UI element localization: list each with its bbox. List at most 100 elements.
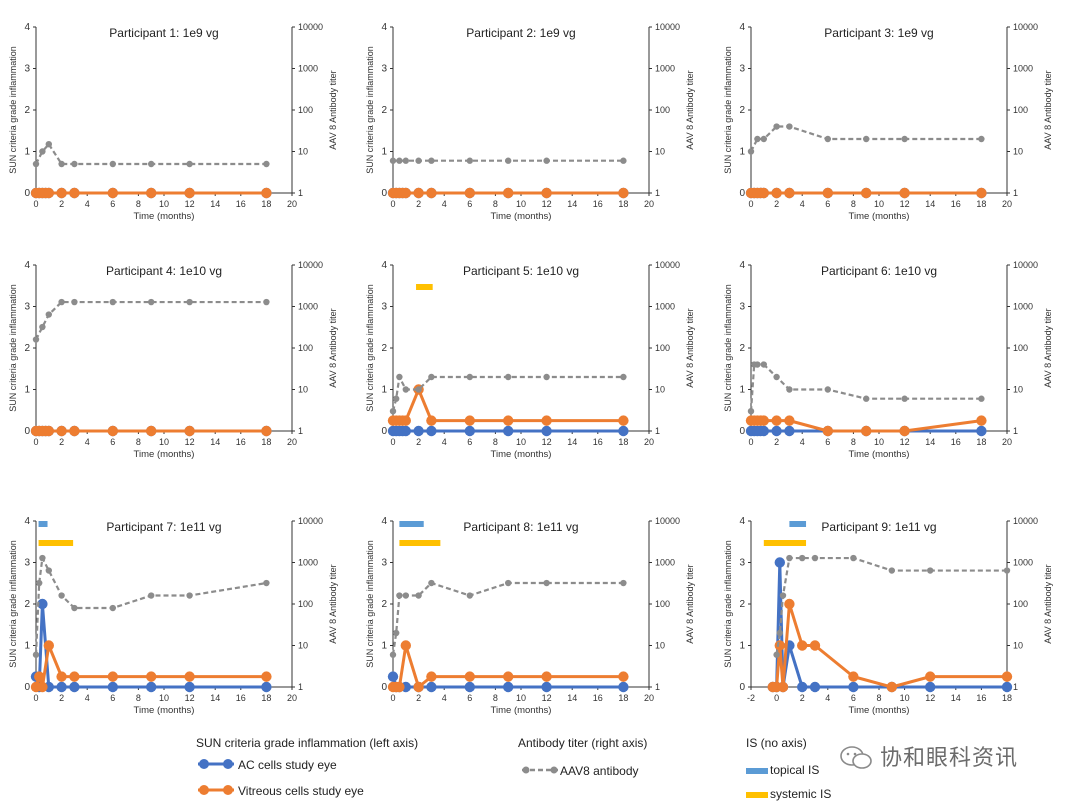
right-tick-label: 10: [655, 147, 665, 157]
data-point: [45, 140, 52, 148]
left-tick-label: 3: [24, 558, 30, 569]
left-tick-label: 4: [381, 22, 387, 33]
legend: SUN criteria grade inflammation (left ax…: [0, 728, 1080, 806]
right-axis-label: AAV 8 Antibody titer: [328, 70, 338, 149]
vitreous-series: [387, 384, 629, 426]
x-tick-label: 0: [33, 693, 38, 703]
x-tick-label: 6: [110, 693, 115, 703]
x-tick-label: 12: [185, 437, 195, 447]
x-tick-label: 4: [85, 437, 90, 447]
data-point: [888, 567, 895, 574]
legend-antibody-swatch: [522, 766, 558, 774]
data-point: [771, 187, 782, 199]
data-point: [786, 554, 793, 562]
data-point: [43, 425, 54, 437]
data-point: [400, 425, 411, 437]
x-tick-label: 16: [236, 693, 246, 703]
x-tick-label: 8: [136, 693, 141, 703]
antibody-series: [32, 140, 270, 168]
data-point: [541, 425, 552, 437]
right-tick-label: 1000: [655, 302, 675, 312]
data-point: [184, 425, 195, 437]
data-point: [69, 425, 80, 437]
data-point: [541, 671, 552, 682]
left-axis-label: SUN criteria grade inflammation: [723, 284, 733, 412]
data-point: [503, 671, 514, 682]
series-line: [749, 363, 982, 412]
x-tick-label: 0: [33, 437, 38, 447]
data-point: [976, 415, 987, 426]
x-tick-label: 12: [542, 437, 552, 447]
data-point: [543, 579, 550, 587]
data-point: [848, 671, 859, 682]
left-tick-label: 4: [24, 260, 30, 271]
data-point: [464, 425, 475, 437]
data-point: [771, 425, 782, 437]
data-point: [148, 592, 155, 599]
data-point: [146, 425, 157, 437]
data-point: [786, 123, 793, 130]
data-point: [402, 157, 409, 164]
antibody-series: [389, 157, 627, 164]
x-tick-label: 10: [900, 693, 910, 703]
x-tick-label: 4: [800, 199, 805, 209]
right-tick-label: 1000: [298, 558, 318, 568]
x-tick-label: 12: [185, 693, 195, 703]
data-point: [56, 425, 67, 437]
x-tick-label: 8: [876, 693, 881, 703]
data-point: [901, 135, 908, 143]
x-axis-label: Time (months): [134, 449, 195, 460]
data-point: [148, 160, 155, 168]
data-point: [261, 681, 272, 693]
data-point: [503, 187, 514, 199]
vitreous-series: [30, 425, 272, 437]
data-point: [71, 298, 78, 306]
right-tick-label: 100: [1013, 343, 1028, 353]
left-tick-label: 3: [381, 302, 387, 313]
x-tick-label: 14: [951, 693, 961, 703]
data-point: [466, 592, 473, 599]
x-tick-label: 18: [1002, 693, 1012, 703]
chart-title: Participant 9: 1e11 vg: [821, 520, 936, 534]
data-point: [393, 395, 400, 402]
chart-title: Participant 4: 1e10 vg: [106, 264, 222, 278]
x-tick-label: 8: [136, 437, 141, 447]
antibody-series: [773, 554, 1011, 658]
left-tick-label: 2: [381, 105, 387, 116]
series-line: [391, 375, 624, 412]
chart-title: Participant 3: 1e9 vg: [824, 26, 933, 40]
right-tick-label: 1: [298, 426, 303, 436]
left-tick-label: 2: [739, 105, 745, 116]
data-point: [107, 187, 119, 199]
vitreous-series: [767, 598, 1013, 693]
x-axis-label: Time (months): [134, 211, 195, 222]
data-point: [45, 311, 52, 318]
right-axis-label: AAV 8 Antibody titer: [685, 70, 695, 149]
x-tick-label: 20: [287, 199, 297, 209]
data-point: [797, 640, 808, 651]
x-tick-label: 14: [925, 199, 935, 209]
data-point: [464, 415, 475, 426]
right-tick-label: 1: [298, 188, 303, 198]
left-tick-label: 4: [381, 516, 387, 527]
data-point: [428, 373, 435, 381]
data-point: [69, 681, 80, 693]
data-point: [389, 407, 397, 415]
right-tick-label: 10000: [1013, 516, 1038, 526]
left-tick-label: 2: [24, 105, 30, 116]
data-point: [69, 671, 80, 682]
data-point: [784, 598, 795, 610]
right-tick-label: 1: [655, 426, 660, 436]
data-point: [184, 681, 195, 693]
antibody-series: [389, 579, 627, 658]
data-point: [747, 148, 755, 155]
data-point: [39, 148, 46, 155]
x-tick-label: 10: [159, 693, 169, 703]
chart-title: Participant 1: 1e9 vg: [109, 26, 218, 40]
legend-mid-heading: Antibody titer (right axis): [518, 736, 648, 750]
data-point: [37, 681, 48, 693]
x-tick-label: 20: [1002, 437, 1012, 447]
